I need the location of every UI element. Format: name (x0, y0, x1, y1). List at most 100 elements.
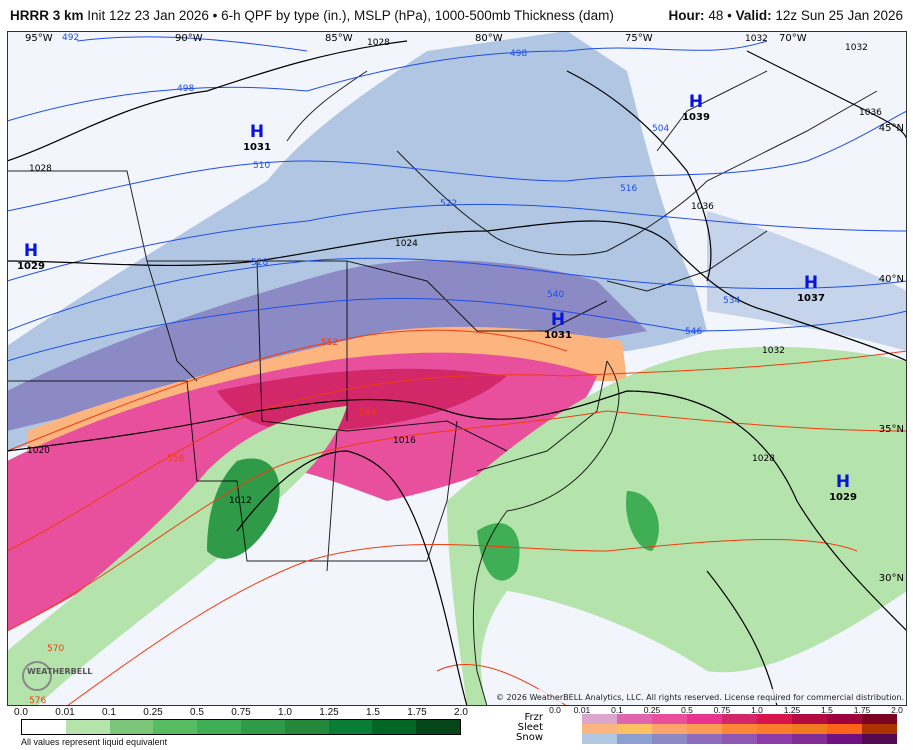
svg-text:H: H (250, 122, 264, 142)
ptype-scale-ticks: 0.0 0.01 0.1 0.25 0.5 0.75 1.0 1.25 1.5 1.75 2.0 (549, 705, 903, 715)
ptype-swatch (862, 734, 897, 744)
svg-text:H: H (836, 472, 850, 492)
svg-text:1039: 1039 (682, 112, 710, 123)
model-name: HRRR 3 km (10, 8, 84, 23)
ptype-swatch (722, 734, 757, 744)
lat-label: 45°N (879, 123, 904, 134)
thickness-labels: 492 498 498 504 510 516 522 528 534 540 … (29, 33, 740, 706)
ptype-swatch (827, 734, 862, 744)
mslp-isobars (7, 40, 907, 706)
thickness-contours-cold (7, 36, 907, 362)
svg-text:1032: 1032 (745, 34, 768, 44)
mslp-labels: 1028 1032 1032 1036 1036 1024 1028 1032 … (27, 34, 882, 506)
svg-text:1037: 1037 (797, 293, 825, 304)
ptype-swatch (862, 714, 897, 724)
svg-text:534: 534 (723, 296, 740, 306)
svg-text:1032: 1032 (845, 43, 868, 53)
svg-text:1012: 1012 (229, 496, 252, 506)
svg-text:516: 516 (620, 184, 637, 194)
svg-text:H: H (24, 241, 38, 261)
legend-note: All values represent liquid equivalent (21, 737, 168, 747)
svg-text:1024: 1024 (395, 239, 418, 249)
svg-text:1036: 1036 (691, 202, 714, 212)
precip-rain (7, 346, 907, 706)
svg-text:528: 528 (251, 258, 268, 268)
svg-text:498: 498 (510, 49, 527, 59)
ptype-swatch (582, 714, 617, 724)
svg-text:1029: 1029 (829, 492, 857, 503)
product-description: 6-h QPF by type (in.), MSLP (hPa), 1000-… (221, 8, 614, 23)
ptype-swatch (687, 734, 722, 744)
ptype-color-bars (582, 714, 897, 744)
map-header: HRRR 3 km Init 12z 23 Jan 2026 • 6-h QPF… (10, 8, 903, 30)
svg-text:570: 570 (47, 644, 64, 654)
lat-label: 30°N (879, 573, 904, 584)
ptype-swatch (652, 724, 687, 734)
weatherbell-logo: WEATHERBELL (22, 661, 92, 691)
ptype-row (582, 724, 897, 734)
ptype-swatch (757, 714, 792, 724)
ptype-swatch (582, 724, 617, 734)
svg-text:1028: 1028 (29, 164, 52, 174)
weather-map[interactable]: 95°W 90°W 85°W 80°W 75°W 70°W 45°N 40°N … (7, 31, 907, 706)
ptype-swatch (722, 724, 757, 734)
ptype-swatch (617, 724, 652, 734)
lat-labels: 45°N 40°N 35°N 30°N (879, 123, 904, 584)
ptype-swatch (792, 724, 827, 734)
svg-text:1020: 1020 (27, 446, 50, 456)
svg-text:1028: 1028 (367, 38, 390, 48)
svg-text:546: 546 (685, 327, 702, 337)
svg-text:540: 540 (547, 290, 564, 300)
svg-text:1016: 1016 (393, 436, 416, 446)
svg-text:564: 564 (359, 408, 376, 418)
separator: • (727, 8, 732, 23)
ptype-swatch (757, 734, 792, 744)
svg-text:H: H (689, 92, 703, 112)
rain-swatch (65, 720, 110, 734)
ptype-swatch (617, 734, 652, 744)
lat-label: 40°N (879, 274, 904, 285)
ptype-swatch (582, 734, 617, 744)
hour-label: Hour: (668, 8, 705, 23)
ptype-swatch (827, 724, 862, 734)
valid-label: Valid: (735, 8, 772, 23)
svg-text:1028: 1028 (752, 454, 775, 464)
svg-text:H: H (804, 273, 818, 293)
ptype-label-snow: Snow (516, 732, 543, 743)
rain-swatch (284, 720, 329, 734)
ptype-swatch (862, 724, 897, 734)
rain-swatch (197, 720, 241, 734)
svg-text:1029: 1029 (17, 261, 45, 272)
copyright: © 2026 WeatherBELL Analytics, LLC. All r… (496, 693, 904, 702)
ptype-swatch (792, 714, 827, 724)
svg-text:510: 510 (253, 161, 270, 171)
valid-time: 12z Sun 25 Jan 2026 (775, 8, 903, 23)
rain-swatch (328, 720, 373, 734)
lon-label: 90°W (175, 33, 203, 44)
svg-text:1032: 1032 (762, 346, 785, 356)
rain-color-bar (21, 719, 461, 735)
rain-swatch (416, 720, 460, 734)
ptype-row (582, 734, 897, 744)
svg-text:576: 576 (29, 696, 46, 706)
lon-label: 70°W (779, 33, 807, 44)
state-borders (7, 70, 878, 706)
svg-text:558: 558 (167, 454, 184, 464)
svg-text:552: 552 (321, 338, 338, 348)
svg-text:1036: 1036 (859, 108, 882, 118)
ptype-swatch (722, 714, 757, 724)
ptype-swatch (792, 734, 827, 744)
ptype-label-sleet: Sleet (517, 722, 543, 733)
rain-swatch (109, 720, 154, 734)
svg-text:498: 498 (177, 84, 194, 94)
svg-text:522: 522 (440, 199, 457, 209)
lon-label: 75°W (625, 33, 653, 44)
lon-label: 80°W (475, 33, 503, 44)
